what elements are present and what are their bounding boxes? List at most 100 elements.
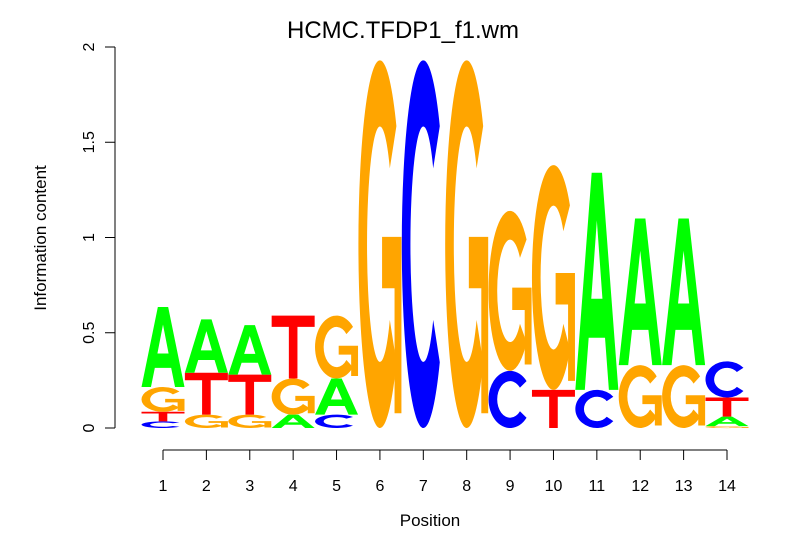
logo-letter-shape [295, 395, 315, 414]
logo-letter-T [705, 397, 749, 417]
logo-letter-A [271, 414, 315, 428]
logo-letter-shape [685, 395, 706, 426]
x-tick-label: 1 [159, 478, 168, 495]
logo-letter-shape [531, 165, 570, 390]
logo-letter-shape [228, 414, 267, 428]
logo-letter-shape [705, 361, 744, 398]
logo-letter-shape [228, 325, 272, 375]
logo-letter-shape [165, 398, 185, 411]
logo-letter-shape [555, 273, 575, 381]
logo-letter-C [488, 370, 527, 428]
logo-letter-shape [271, 414, 315, 428]
logo-letter-shape [575, 172, 619, 390]
logo-letter-C [401, 60, 440, 428]
logo-letter-shape [184, 319, 228, 373]
logo-letter-T [141, 411, 185, 422]
logo-letter-shape [512, 287, 532, 365]
x-axis-label: Position [400, 511, 460, 530]
y-axis-label: Information content [31, 165, 50, 311]
logo-letter-G [531, 165, 575, 390]
logo-letter-shape [358, 60, 397, 428]
x-tick-label: 12 [631, 478, 649, 495]
x-tick-label: 10 [545, 478, 563, 495]
logo-letter-T [228, 374, 272, 415]
logo-letter-shape [445, 60, 484, 428]
logo-letter-C [141, 421, 180, 428]
logo-letter-shape [271, 315, 315, 379]
logo-letter-G [618, 365, 662, 428]
logo-letter-C [705, 361, 744, 398]
logo-letter-shape [468, 236, 489, 414]
logo-letters [141, 60, 749, 428]
x-tick-label: 7 [419, 478, 428, 495]
logo-letter-shape [184, 414, 223, 428]
logo-letter-A [705, 416, 749, 427]
logo-letter-G [271, 378, 315, 415]
logo-letter-C [315, 414, 354, 428]
y-tick-label: 1 [81, 233, 98, 242]
y-axis: 0 0.5 1 1.5 2 [81, 42, 116, 432]
logo-letter-shape [208, 421, 228, 428]
logo-letter-shape [315, 315, 354, 379]
logo-letter-shape [184, 372, 228, 415]
logo-letter-shape [618, 218, 662, 366]
logo-letter-shape [141, 411, 185, 422]
logo-letter-shape [141, 307, 185, 388]
logo-letter-shape [705, 416, 749, 427]
logo-letter-shape [315, 378, 359, 415]
logo-letter-shape [251, 421, 272, 428]
logo-letter-A [184, 319, 228, 373]
logo-letter-G [662, 365, 706, 428]
logo-letter-shape [141, 387, 180, 412]
logo-letter-A [141, 307, 185, 388]
logo-letter-shape [271, 378, 310, 415]
chart-title: HCMC.TFDP1_f1.wm [287, 17, 519, 44]
logo-letter-T [531, 389, 575, 428]
logo-letter-C [575, 389, 614, 428]
logo-letter-shape [662, 218, 706, 366]
logo-letter-shape [705, 397, 749, 417]
x-tick-label: 2 [202, 478, 211, 495]
x-axis: 1 2 3 4 5 6 7 8 9 10 11 12 13 14 [159, 449, 736, 495]
logo-letter-A [575, 172, 619, 390]
logo-letter-G [358, 60, 402, 428]
x-tick-label: 13 [675, 478, 693, 495]
x-tick-label: 14 [718, 478, 736, 495]
x-tick-label: 11 [589, 478, 606, 495]
logo-letter-shape [488, 370, 527, 428]
logo-letter-shape [401, 60, 440, 428]
logo-letter-shape [338, 345, 359, 376]
logo-letter-shape [531, 389, 575, 428]
logo-letter-shape [729, 427, 749, 428]
logo-letter-shape [141, 421, 180, 428]
logo-letter-A [618, 218, 662, 366]
logo-letter-shape [662, 365, 701, 428]
logo-letter-A [228, 325, 272, 375]
logo-letter-G [488, 210, 532, 371]
logo-letter-shape [705, 426, 744, 428]
logo-letter-G [228, 414, 272, 428]
logo-letter-shape [228, 374, 272, 415]
logo-letter-shape [618, 365, 657, 428]
x-tick-label: 4 [289, 478, 298, 495]
y-tick-label: 0 [81, 423, 98, 432]
x-tick-label: 3 [245, 478, 254, 495]
logo-letter-G [184, 414, 228, 428]
logo-letter-shape [315, 414, 354, 428]
logo-letter-G [445, 60, 489, 428]
logo-letter-A [315, 378, 359, 415]
logo-letter-T [184, 372, 228, 415]
y-tick-label: 1.5 [81, 131, 98, 153]
logo-letter-T [271, 315, 315, 379]
logo-letter-A [662, 218, 706, 366]
logo-letter-G [141, 387, 185, 412]
y-tick-label: 0.5 [81, 322, 98, 344]
logo-letter-shape [575, 389, 614, 428]
logo-letter-shape [382, 236, 402, 414]
logo-letter-G [315, 315, 359, 379]
y-tick-label: 2 [81, 42, 98, 51]
logo-letter-shape [642, 395, 662, 426]
x-tick-label: 5 [332, 478, 341, 495]
x-tick-label: 6 [375, 478, 384, 495]
